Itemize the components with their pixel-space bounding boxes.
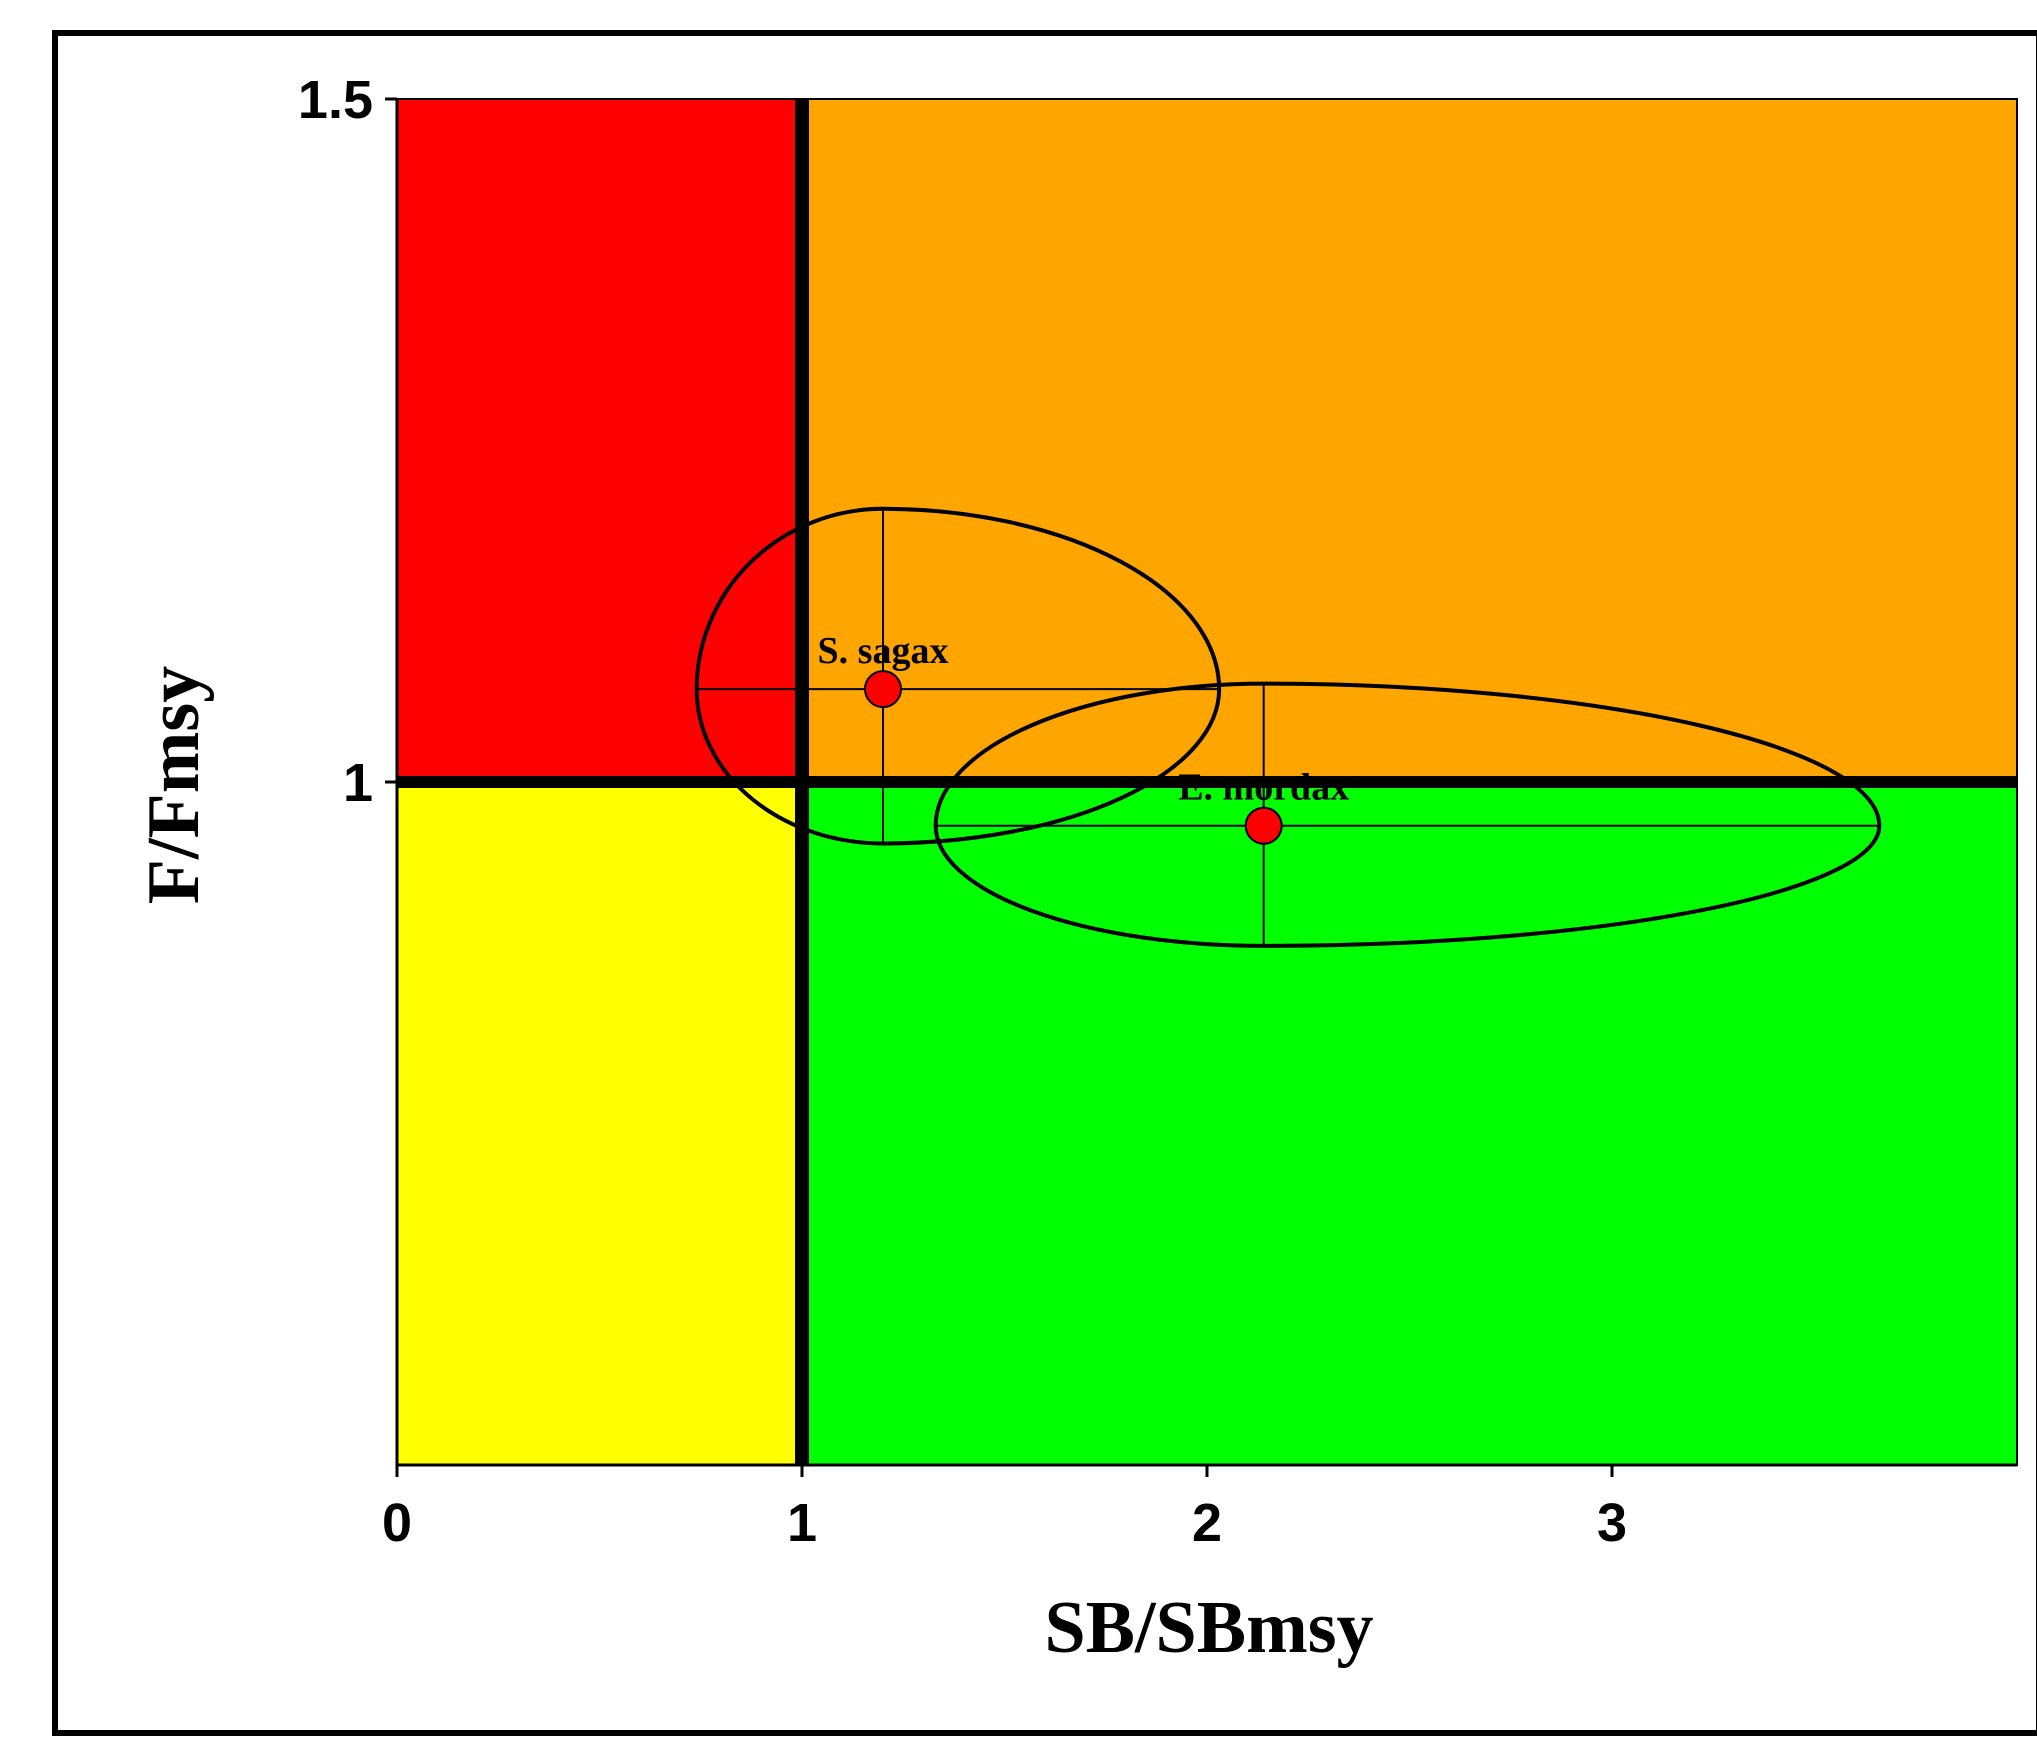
quadrant-overfished-overfishing — [397, 99, 802, 782]
confidence-ellipse-1 — [933, 681, 1882, 948]
data-points: S. sagax E. mordax — [818, 630, 1349, 845]
confidence-ellipses — [694, 506, 1882, 948]
quadrant-not-overfished-no-overfishing — [802, 782, 2017, 1465]
x-axis-title: SB/SBmsy — [1044, 1587, 1373, 1669]
y-tick-label-0: 1 — [343, 753, 373, 813]
y-axis-title: F/Fmsy — [133, 666, 215, 904]
data-point-0 — [864, 670, 902, 709]
x-tick-label-3: 3 — [1597, 1493, 1627, 1553]
data-point-label-1: E. mordax — [1178, 767, 1349, 809]
x-tick-label-0: 0 — [382, 1493, 412, 1553]
quadrant-backgrounds — [396, 98, 2018, 1466]
quadrant-overfished-no-overfishing — [397, 782, 802, 1465]
data-point-label-0: S. sagax — [818, 630, 949, 672]
x-tick-label-1: 1 — [787, 1493, 817, 1553]
y-tick-label-1: 1.5 — [298, 70, 373, 130]
confidence-ellipse-0 — [694, 506, 1222, 846]
x-tick-label-2: 2 — [1192, 1493, 1222, 1553]
axes: 0 1 2 3 1 1.5 — [298, 70, 2017, 1553]
reference-lines — [397, 99, 2017, 1465]
data-point-1 — [1244, 806, 1283, 845]
quadrant-not-overfished-overfishing — [802, 99, 2017, 782]
